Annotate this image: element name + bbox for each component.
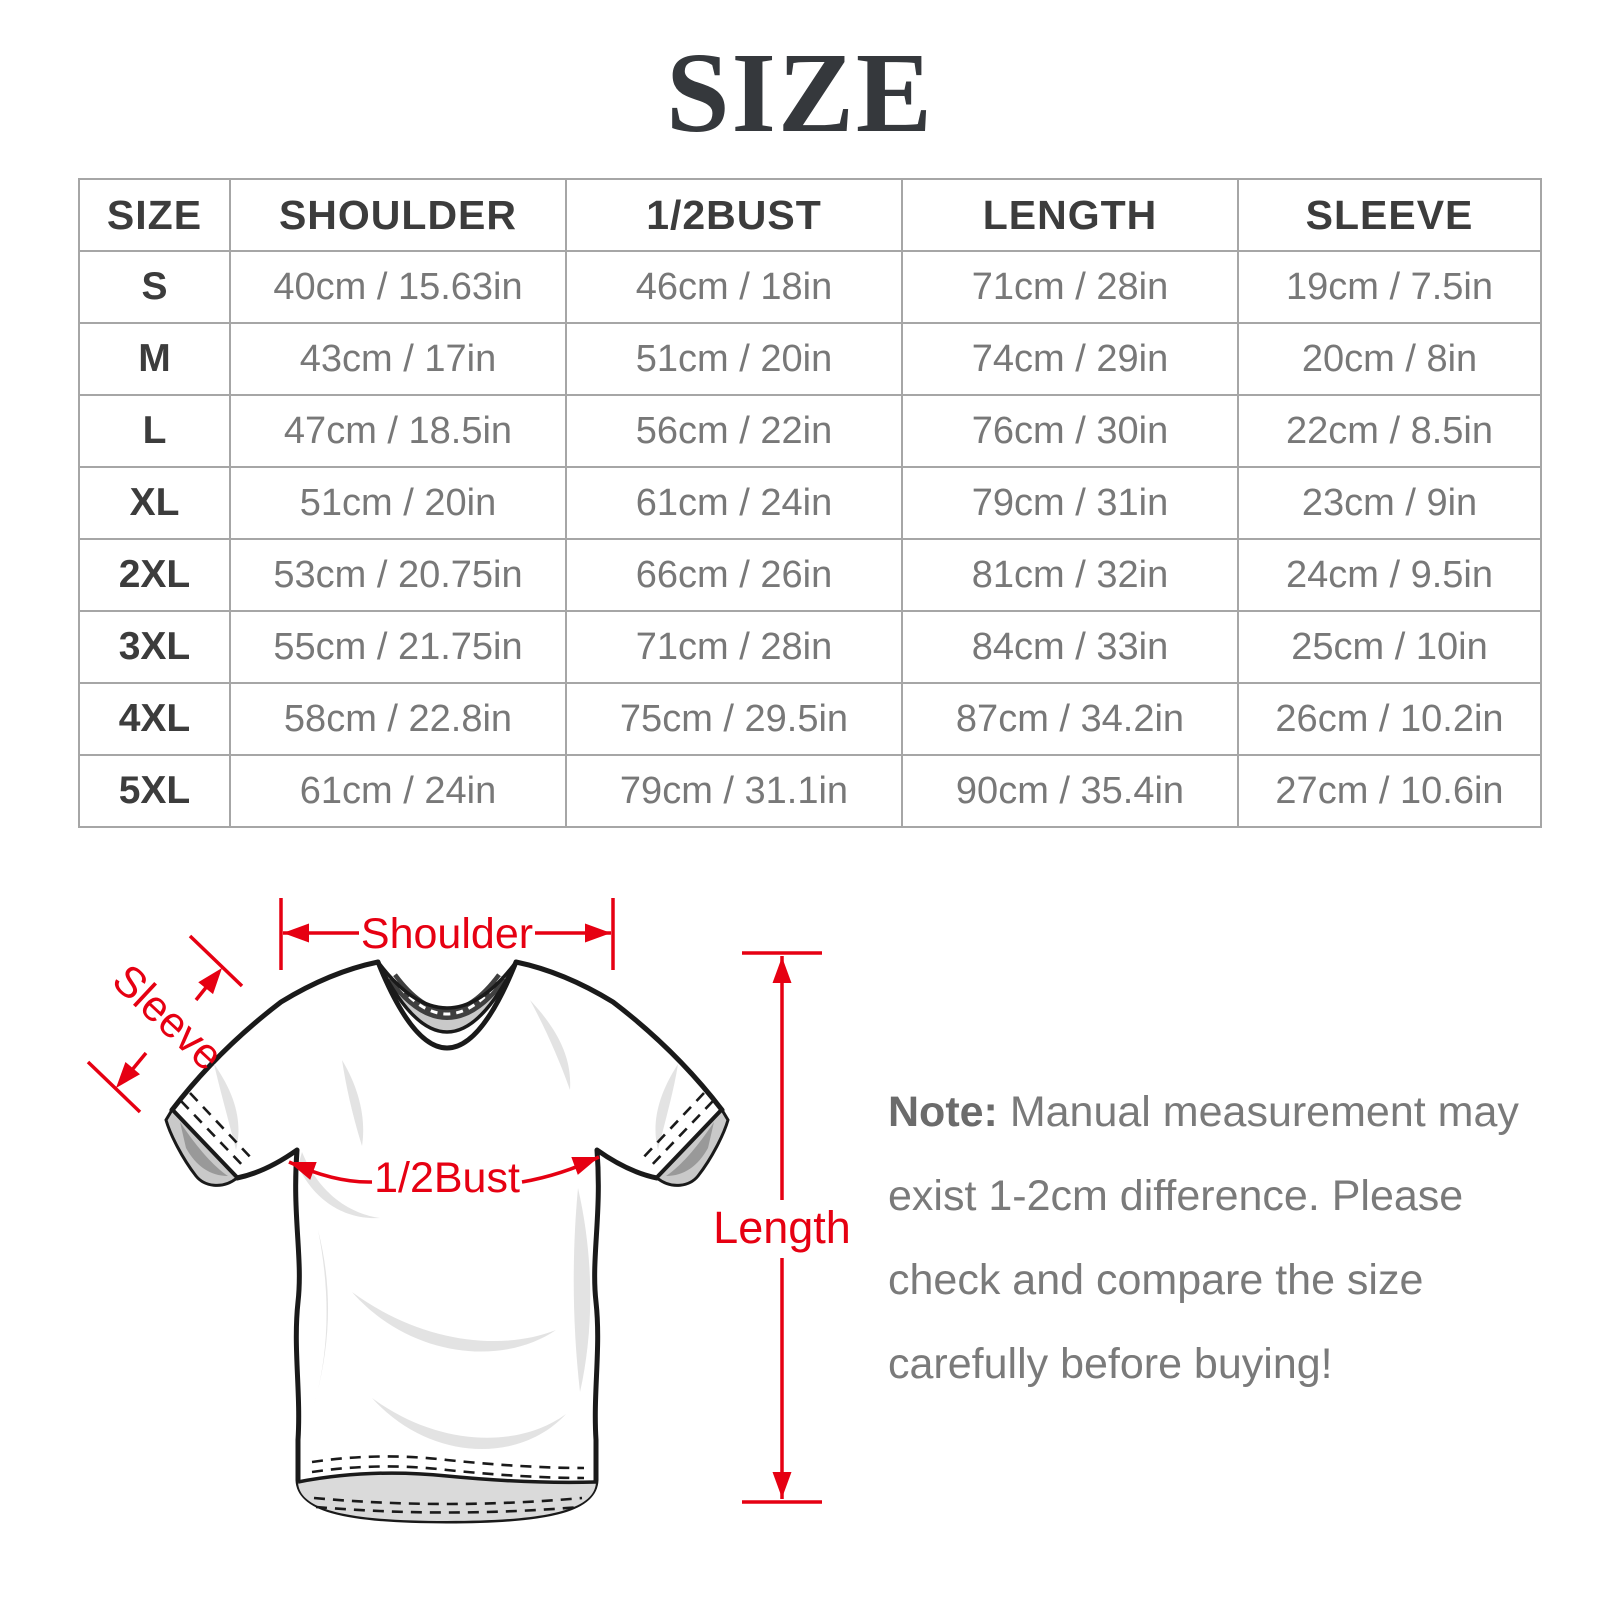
page-title: SIZE: [666, 29, 934, 156]
arrowhead-up-icon: [772, 957, 792, 983]
measurement-cell: 22cm / 8.5in: [1237, 394, 1542, 468]
arrowhead-down-left-icon: [116, 1061, 140, 1088]
tshirt-illustration: [164, 959, 730, 1524]
right-cuff-shadow: [666, 1122, 714, 1176]
collar-inner-edge: [376, 961, 518, 1034]
measurement-cell: 79cm / 31in: [901, 466, 1239, 540]
measurement-cell: 53cm / 20.75in: [229, 538, 567, 612]
measurement-cell: 20cm / 8in: [1237, 322, 1542, 396]
column-header-sleeve: SLEEVE: [1237, 178, 1542, 252]
table-row: 5XL 61cm / 24in 79cm / 31.1in 90cm / 35.4in…: [78, 754, 1542, 828]
arrowhead-left-icon: [289, 1161, 317, 1180]
column-header-shoulder: SHOULDER: [229, 178, 567, 252]
left-cuff-shadow: [180, 1122, 228, 1176]
size-label-cell: XL: [78, 466, 231, 540]
sleeve-tick-lower: [86, 1060, 142, 1114]
measurement-cell: 71cm / 28in: [901, 250, 1239, 324]
measurement-cell: 61cm / 24in: [229, 754, 567, 828]
table-row: L 47cm / 18.5in 56cm / 22in 76cm / 30in 22cm…: [78, 394, 1542, 468]
measurement-cell: 43cm / 17in: [229, 322, 567, 396]
measurement-cell: 55cm / 21.75in: [229, 610, 567, 684]
table-row: XL 51cm / 20in 61cm / 24in 79cm / 31in 23cm …: [78, 466, 1542, 540]
measurement-cell: 19cm / 7.5in: [1237, 250, 1542, 324]
fold-shading: [352, 1292, 556, 1352]
column-header-length: LENGTH: [901, 178, 1239, 252]
fold-shading: [342, 1060, 364, 1146]
fold-shading: [214, 1064, 239, 1150]
left-cuff-stitch: [189, 1092, 255, 1162]
hem-fold-line: [297, 1471, 597, 1485]
arrowhead-up-right-icon: [198, 968, 222, 995]
measurement-cell: 23cm / 9in: [1237, 466, 1542, 540]
measurement-cell: 84cm / 33in: [901, 610, 1239, 684]
measurement-cell: 87cm / 34.2in: [901, 682, 1239, 756]
measurement-cell: 46cm / 18in: [565, 250, 903, 324]
half-bust-label: 1/2Bust: [374, 1154, 520, 1202]
measurement-cell: 58cm / 22.8in: [229, 682, 567, 756]
measurement-cell: 51cm / 20in: [565, 322, 903, 396]
measurement-cell: 75cm / 29.5in: [565, 682, 903, 756]
measurement-cell: 25cm / 10in: [1237, 610, 1542, 684]
header-row: SIZE SHOULDER 1/2BUST LENGTH SLEEVE: [78, 178, 1542, 252]
hem-stitch: [313, 1496, 583, 1506]
size-chart-header: SIZE SHOULDER 1/2BUST LENGTH SLEEVE: [78, 178, 1542, 252]
measurement-cell: 79cm / 31.1in: [565, 754, 903, 828]
size-label-cell: 4XL: [78, 682, 231, 756]
measurement-note: Note: Manual measurement may exist 1-2cm…: [888, 1070, 1533, 1406]
measurement-cell: 27cm / 10.6in: [1237, 754, 1542, 828]
sleeve-tick-upper: [188, 934, 244, 988]
measurement-cell: 40cm / 15.63in: [229, 250, 567, 324]
arrowhead-right-icon: [571, 1156, 599, 1175]
measurement-cell: 24cm / 9.5in: [1237, 538, 1542, 612]
measurement-cell: 51cm / 20in: [229, 466, 567, 540]
hem-band: [298, 1473, 596, 1521]
size-label-cell: 2XL: [78, 538, 231, 612]
measurement-cell: 26cm / 10.2in: [1237, 682, 1542, 756]
right-cuff-stitch: [647, 1100, 714, 1170]
measurement-cell: 71cm / 28in: [565, 610, 903, 684]
size-label-cell: M: [78, 322, 231, 396]
table-row: S 40cm / 15.63in 46cm / 18in 71cm / 28in 19c…: [78, 250, 1542, 324]
fold-shading: [655, 1064, 678, 1150]
hem-stitch: [311, 1455, 585, 1470]
collar-top-edge: [376, 960, 518, 1010]
size-label-cell: L: [78, 394, 231, 468]
table-row: 3XL 55cm / 21.75in 71cm / 28in 84cm / 33in 2…: [78, 610, 1542, 684]
size-table-body: S 40cm / 15.63in 46cm / 18in 71cm / 28in 19c…: [78, 250, 1542, 828]
fold-shading: [372, 1398, 566, 1450]
note-text: Manual measurement may exist 1-2cm diffe…: [888, 1088, 1519, 1388]
size-label-cell: 3XL: [78, 610, 231, 684]
measurement-cell: 56cm / 22in: [565, 394, 903, 468]
size-chart-table: SIZE SHOULDER 1/2BUST LENGTH SLEEVE S 40c…: [78, 178, 1542, 828]
arrowhead-down-icon: [772, 1472, 792, 1498]
measurement-cell: 90cm / 35.4in: [901, 754, 1239, 828]
length-label: Length: [713, 1202, 851, 1253]
left-cuff-stitch: [180, 1100, 247, 1170]
arrowhead-right-icon: [585, 923, 611, 943]
measurement-cell: 81cm / 32in: [901, 538, 1239, 612]
fold-shading: [573, 1188, 591, 1392]
size-label-cell: S: [78, 250, 231, 324]
table-row: M 43cm / 17in 51cm / 20in 74cm / 29in 20cm /…: [78, 322, 1542, 396]
table-row: 4XL 58cm / 22.8in 75cm / 29.5in 87cm / 34.2…: [78, 682, 1542, 756]
shoulder-label: Shoulder: [361, 910, 533, 958]
fold-shading: [298, 1152, 380, 1219]
size-label-cell: 5XL: [78, 754, 231, 828]
measurement-cell: 74cm / 29in: [901, 322, 1239, 396]
table-row: 2XL 53cm / 20.75in 66cm / 26in 81cm / 32in 2…: [78, 538, 1542, 612]
measurement-cell: 76cm / 30in: [901, 394, 1239, 468]
measurement-cell: 66cm / 26in: [565, 538, 903, 612]
hem-stitch: [311, 1465, 585, 1480]
arrowhead-left-icon: [283, 923, 309, 943]
hem-stitch: [315, 1505, 581, 1514]
measurement-cell: 61cm / 24in: [565, 466, 903, 540]
column-header-size: SIZE: [78, 178, 231, 252]
column-header-bust: 1/2BUST: [565, 178, 903, 252]
note-label: Note:: [888, 1088, 998, 1136]
measurement-cell: 47cm / 18.5in: [229, 394, 567, 468]
right-cuff-stitch: [639, 1092, 705, 1162]
